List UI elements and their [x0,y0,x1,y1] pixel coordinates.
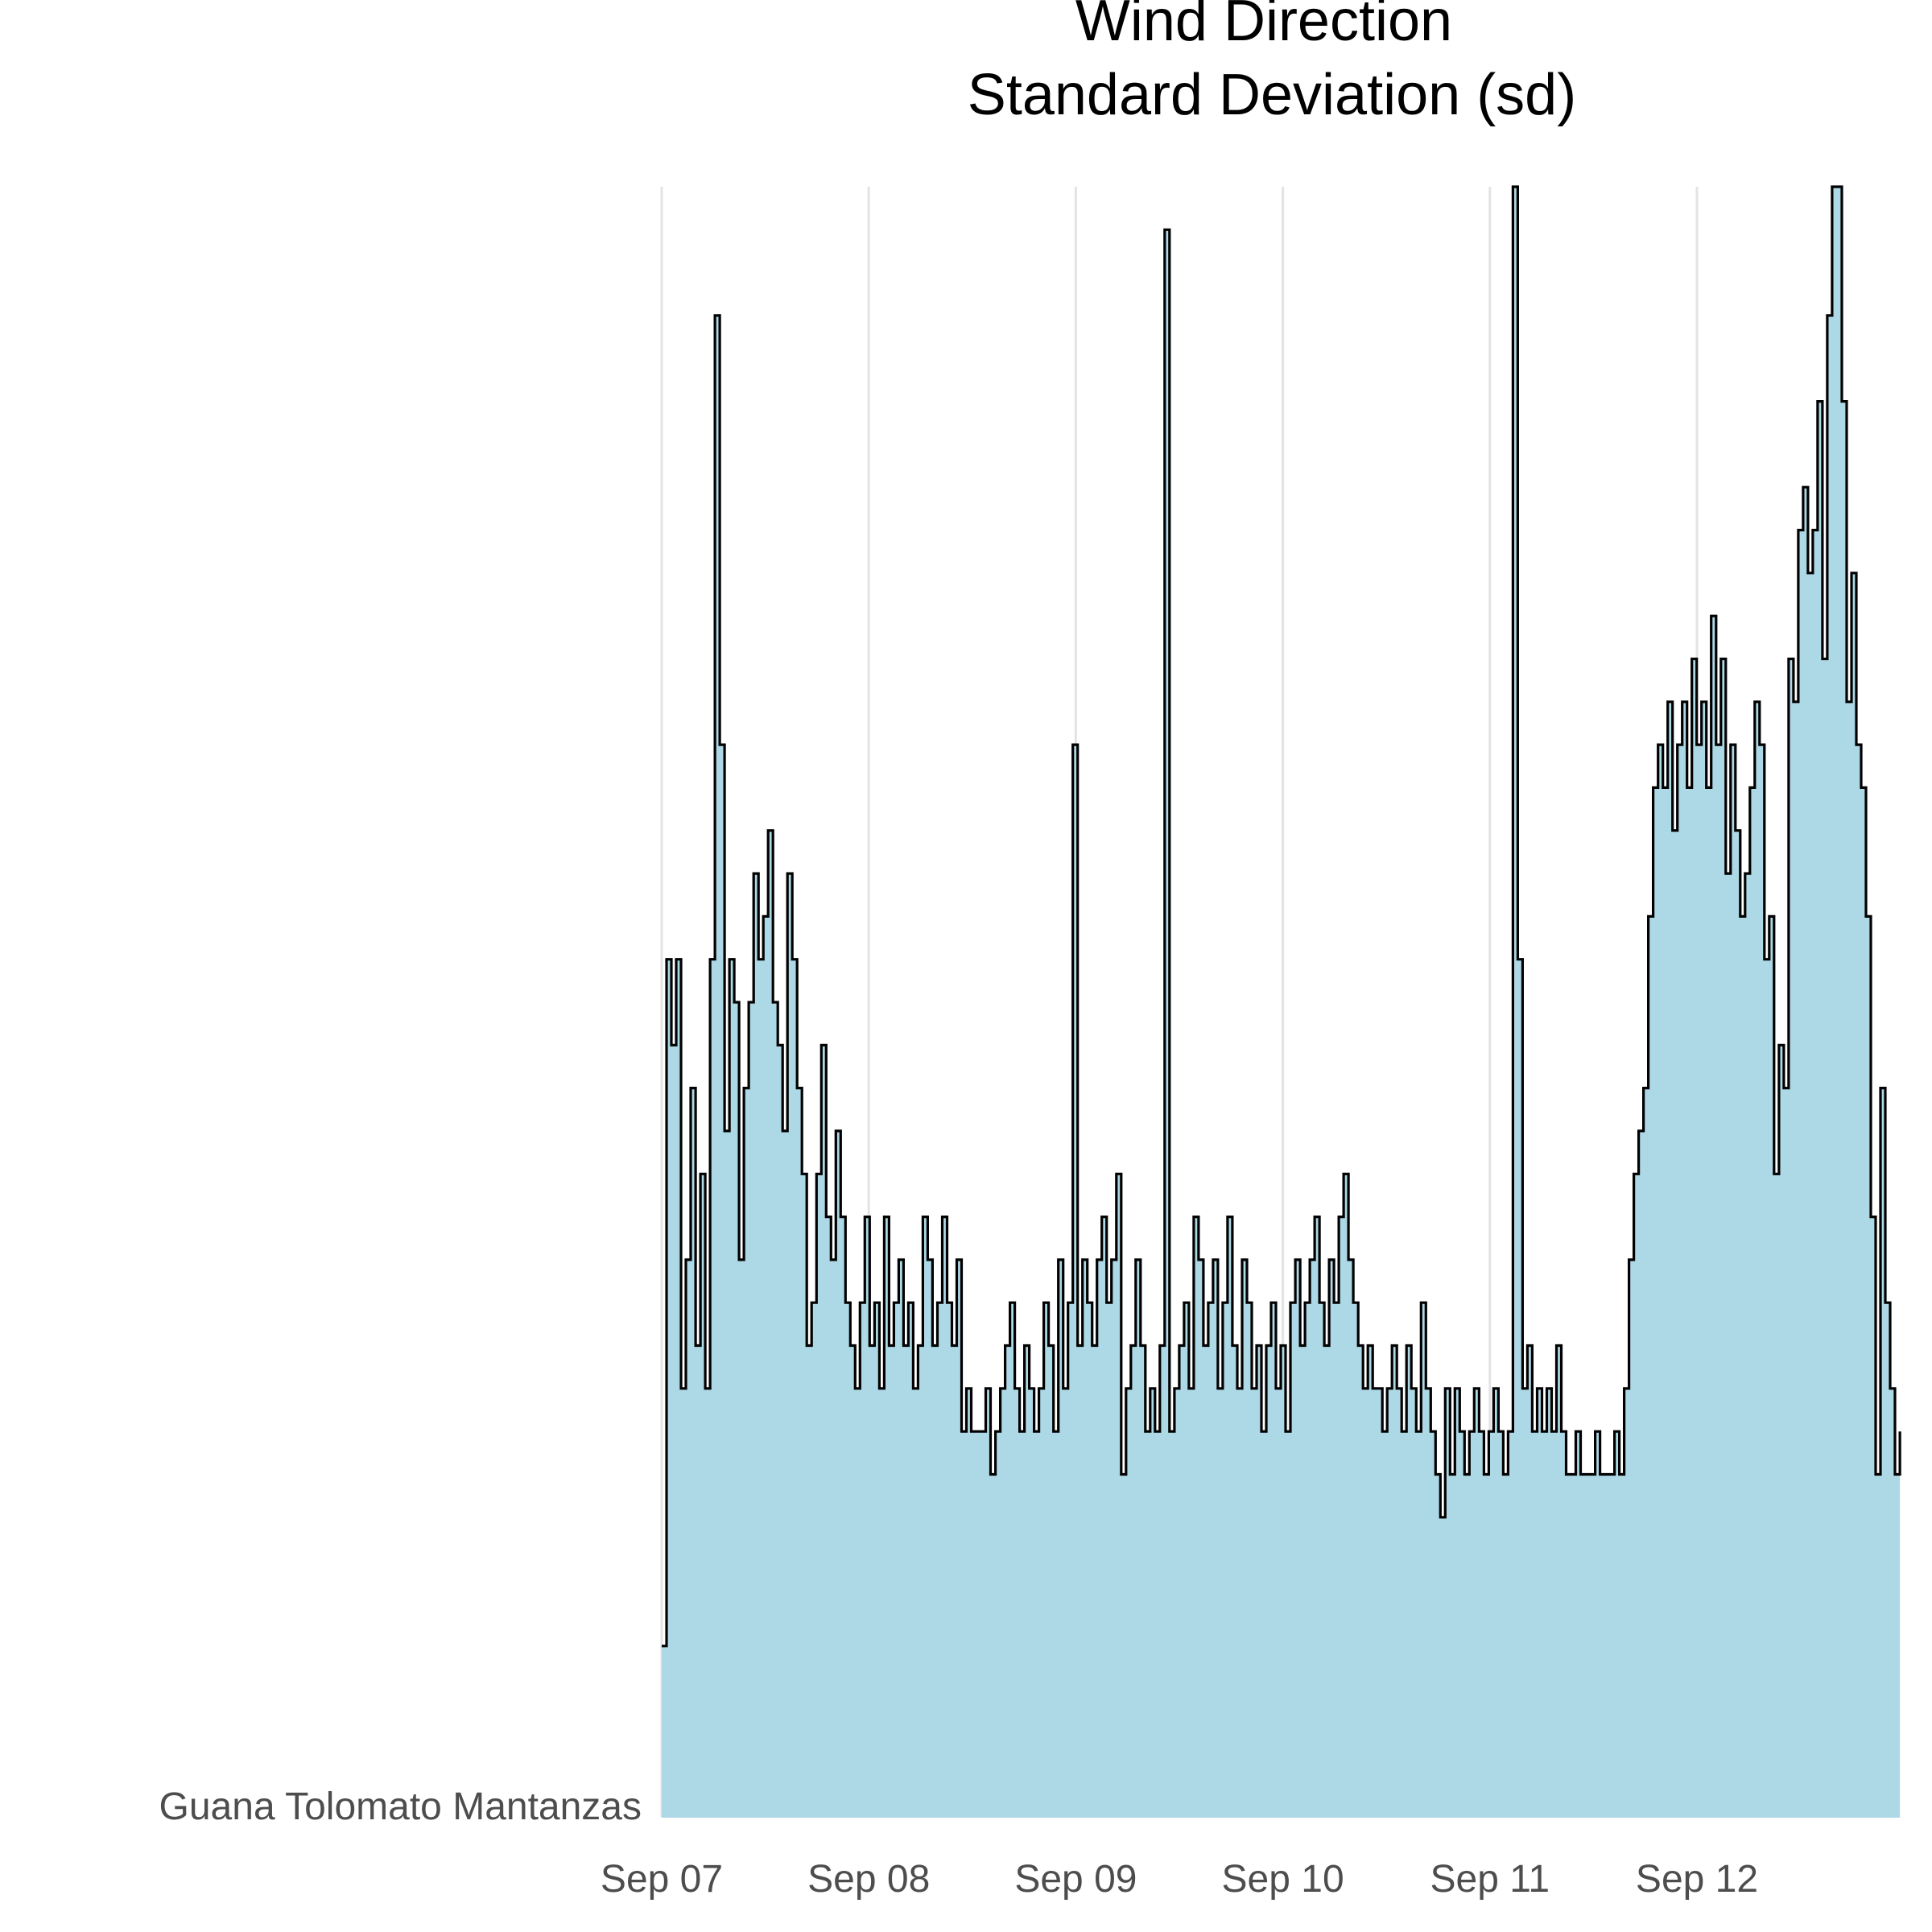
x-tick-label: Sep 10 [1222,1858,1344,1901]
x-tick-label: Sep 08 [807,1858,930,1901]
chart-title: Wind Direction Standard Deviation (sd) [968,0,1576,127]
x-axis-ticks: Sep 07 Sep 08 Sep 09 Sep 10 Sep 11 Sep 12 [601,1858,1758,1901]
x-tick-label: Sep 11 [1430,1858,1550,1901]
x-tick-label: Sep 09 [1014,1858,1137,1901]
chart-title-line-2: Standard Deviation (sd) [968,63,1576,127]
chart-title-line-1: Wind Direction [1075,0,1452,53]
plot-area [661,185,1901,1818]
x-tick-label: Sep 07 [601,1858,723,1901]
x-tick-label: Sep 12 [1636,1858,1758,1901]
y-category-label: Guana Tolomato Mantanzas [159,1785,642,1828]
series-area-fill [662,187,1901,1818]
series-line [661,185,1901,1648]
